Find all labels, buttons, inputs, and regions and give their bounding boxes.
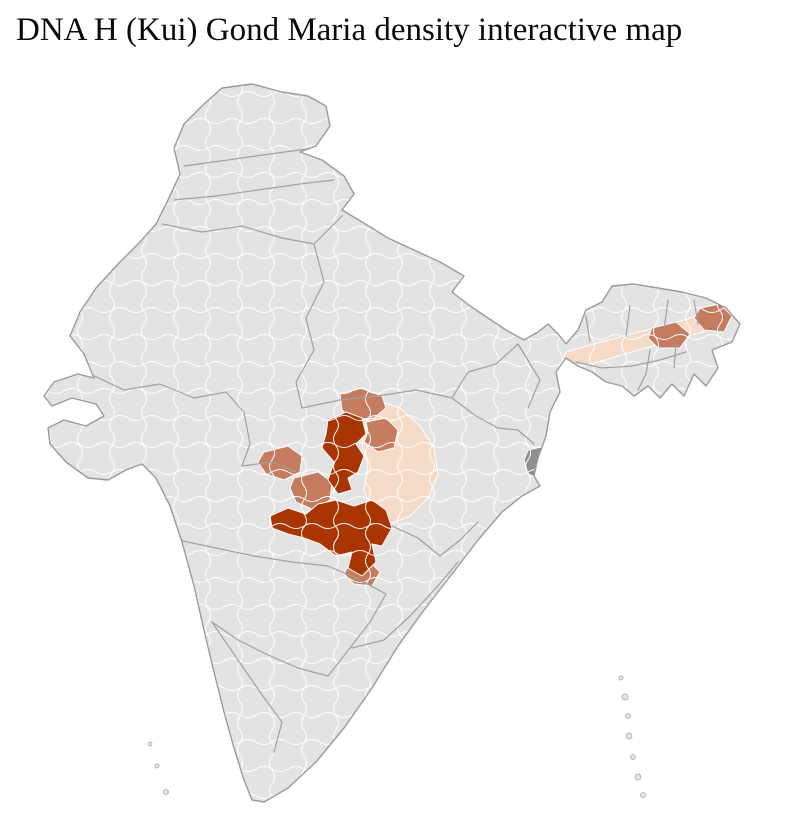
island-districts <box>147 675 646 798</box>
island-district[interactable] <box>625 732 633 740</box>
page-title: DNA H (Kui) Gond Maria density interacti… <box>16 12 683 48</box>
district-grid <box>44 84 740 802</box>
island-district[interactable] <box>630 754 636 760</box>
island-district[interactable] <box>640 792 646 798</box>
island-district[interactable] <box>625 713 631 719</box>
island-district[interactable] <box>163 789 169 795</box>
state-borders <box>85 147 699 753</box>
island-district[interactable] <box>618 675 624 681</box>
island-district[interactable] <box>147 741 153 747</box>
island-district[interactable] <box>634 773 642 781</box>
island-district[interactable] <box>621 693 629 701</box>
island-district[interactable] <box>154 763 160 769</box>
